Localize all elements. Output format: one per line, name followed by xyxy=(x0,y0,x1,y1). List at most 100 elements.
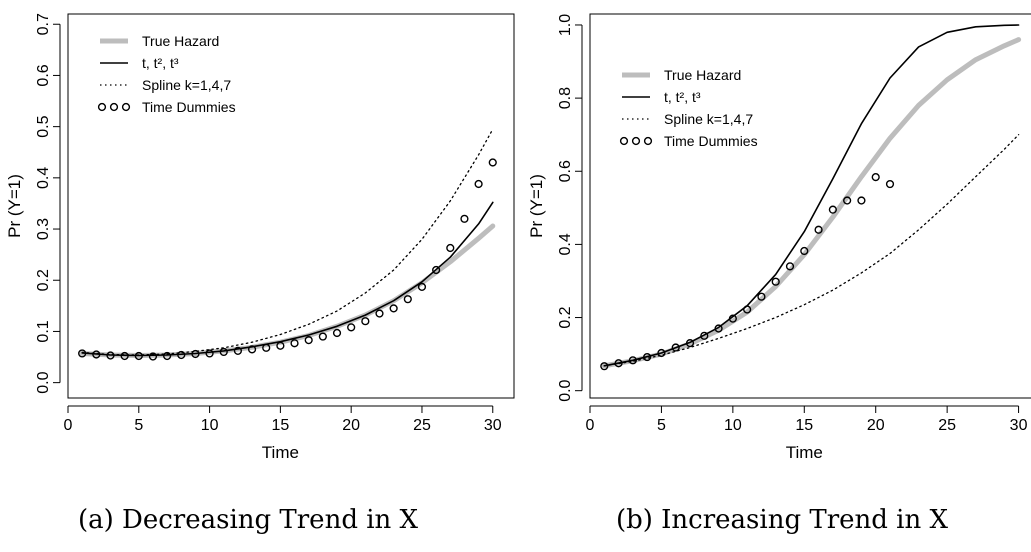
point-time-dummies xyxy=(871,173,880,182)
point-time-dummies xyxy=(318,332,327,341)
point-time-dummies xyxy=(728,314,737,323)
point-time-dummies xyxy=(843,196,852,205)
y-tick-label: 0.2 xyxy=(35,269,52,291)
legend-swatch-time-dummies xyxy=(619,136,629,146)
point-time-dummies xyxy=(885,179,895,189)
point-time-dummies xyxy=(432,265,441,275)
point-time-dummies xyxy=(191,349,200,359)
chart-panel-b: 0 5 10 15 20 25 30 Time 0.0 0.2 0.4 0.6 0.8 1.0 Pr (Y=… xyxy=(527,13,1031,462)
point-time-dummies xyxy=(643,352,652,362)
legend-swatch-time-dummies xyxy=(109,102,119,112)
x-tick-label: 20 xyxy=(342,417,360,434)
point-time-dummies xyxy=(417,282,427,291)
legend-label-spline-k-1-4-7: Spline k=1,4,7 xyxy=(664,111,753,127)
series-line-true-hazard xyxy=(601,37,1022,369)
point-time-dummies xyxy=(757,292,766,301)
point-time-dummies xyxy=(233,346,243,355)
point-time-dummies xyxy=(671,343,680,352)
point-time-dummies xyxy=(361,317,370,326)
x-tick-label: 0 xyxy=(586,417,595,434)
legend-label-true-hazard: True Hazard xyxy=(664,67,741,83)
x-tick-label: 0 xyxy=(64,417,73,434)
legend-label-t-t-t: t, t², t³ xyxy=(142,55,179,71)
point-time-dummies xyxy=(347,323,356,332)
point-time-dummies xyxy=(219,347,228,357)
y-tick-label: 0.0 xyxy=(35,371,52,393)
series-layer xyxy=(78,128,497,361)
legend-swatch-time-dummies xyxy=(121,102,131,112)
legend: True Hazard t, t², t³ Spline k=1,4,7 Time D… xyxy=(619,67,758,149)
y-tick-label: 0.6 xyxy=(35,64,52,86)
point-time-dummies xyxy=(106,351,115,360)
point-time-dummies xyxy=(685,339,695,348)
y-tick-label: 0.5 xyxy=(35,115,52,137)
point-time-dummies xyxy=(474,179,483,189)
point-time-dummies xyxy=(120,351,129,361)
y-tick-label: 0.4 xyxy=(557,233,574,255)
point-time-dummies xyxy=(177,350,186,360)
point-time-dummies xyxy=(134,351,143,361)
legend-swatch-time-dummies xyxy=(631,136,641,146)
legend-swatch-time-dummies xyxy=(97,102,107,112)
x-tick-label: 10 xyxy=(724,417,742,434)
point-time-dummies xyxy=(247,345,257,354)
point-time-dummies xyxy=(600,362,609,371)
legend-label-time-dummies: Time Dummies xyxy=(142,99,236,115)
point-time-dummies xyxy=(446,243,455,253)
point-time-dummies xyxy=(460,214,469,223)
point-time-dummies xyxy=(262,343,271,352)
x-tick-label: 15 xyxy=(271,417,289,434)
point-time-dummies xyxy=(488,158,497,167)
point-time-dummies xyxy=(403,295,412,304)
point-time-dummies xyxy=(700,331,709,340)
series-line-t-t-t xyxy=(603,24,1020,367)
x-tick-label: 30 xyxy=(1010,417,1028,434)
point-time-dummies xyxy=(78,349,87,358)
caption-a: (a) Decreasing Trend in X xyxy=(78,505,419,535)
point-time-dummies xyxy=(657,348,666,358)
series-line-spline-k-1-4-7 xyxy=(81,128,494,356)
point-time-dummies xyxy=(375,309,384,318)
point-time-dummies xyxy=(148,352,158,361)
x-tick-label: 15 xyxy=(795,417,813,434)
legend-label-spline-k-1-4-7: Spline k=1,4,7 xyxy=(142,77,231,93)
point-time-dummies xyxy=(714,324,723,333)
y-tick-label: 0.0 xyxy=(557,379,574,401)
y-axis-label: Pr (Y=1) xyxy=(5,174,24,238)
series-line-t-t-t xyxy=(81,201,494,357)
series-line-true-hazard xyxy=(79,223,496,358)
series-layer xyxy=(600,24,1022,371)
y-tick-label: 0.1 xyxy=(35,320,52,342)
point-time-dummies xyxy=(743,305,752,314)
legend-swatch-time-dummies xyxy=(643,136,653,146)
x-tick-label: 25 xyxy=(413,417,431,434)
point-time-dummies xyxy=(389,304,398,313)
legend: True Hazard t, t², t³ Spline k=1,4,7 Time D… xyxy=(97,33,236,115)
point-time-dummies xyxy=(163,351,172,361)
y-tick-label: 0.7 xyxy=(35,13,52,35)
legend-label-t-t-t: t, t², t³ xyxy=(664,89,701,105)
y-tick-label: 0.6 xyxy=(557,160,574,182)
series-line-spline-k-1-4-7 xyxy=(603,134,1020,367)
legend-label-time-dummies: Time Dummies xyxy=(664,133,758,149)
x-tick-label: 5 xyxy=(657,417,666,434)
point-time-dummies xyxy=(290,339,299,348)
x-tick-label: 5 xyxy=(134,417,143,434)
y-tick-label: 0.4 xyxy=(35,167,52,189)
x-axis-label: Time xyxy=(786,443,823,462)
point-time-dummies xyxy=(205,349,214,358)
x-tick-label: 10 xyxy=(201,417,219,434)
chart-panel-a: 0 5 10 15 20 25 30 Time 0.0 0.1 0.2 0.3 0.4 0.5 0.6 0.7… xyxy=(5,13,515,462)
x-axis-label: Time xyxy=(262,443,299,462)
plot-frame xyxy=(589,13,1031,399)
plot-frame xyxy=(67,13,515,399)
point-time-dummies xyxy=(614,359,623,368)
y-tick-label: 0.8 xyxy=(557,87,574,109)
point-time-dummies xyxy=(332,328,342,338)
point-time-dummies xyxy=(628,356,637,365)
x-tick-label: 25 xyxy=(938,417,956,434)
point-time-dummies xyxy=(92,350,101,359)
point-time-dummies xyxy=(800,246,809,256)
x-tick-label: 20 xyxy=(867,417,885,434)
